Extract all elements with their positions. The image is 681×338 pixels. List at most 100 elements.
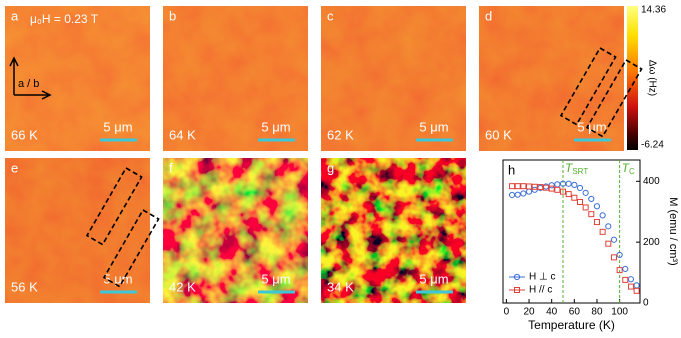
legend-marker xyxy=(513,273,521,281)
panel-letter: g xyxy=(327,160,334,175)
marker xyxy=(520,183,527,190)
marker xyxy=(576,184,584,192)
marker xyxy=(537,184,544,191)
x-axis-label: Temperature (K) xyxy=(528,318,615,332)
panel-temperature: 34 K xyxy=(327,279,354,294)
marker xyxy=(514,183,521,190)
marker xyxy=(526,183,533,190)
marker xyxy=(610,236,618,243)
axis-arrows xyxy=(9,56,52,100)
scale-bar-label: 5 μm xyxy=(261,271,290,286)
x-tick-label: 100 xyxy=(611,307,628,318)
panel-letter: f xyxy=(169,160,173,175)
panel-texture xyxy=(5,6,150,151)
transition-symbol: T xyxy=(565,161,574,175)
field-label: μ₀H = 0.23 T xyxy=(30,12,99,26)
transition-subscript: SRT xyxy=(572,167,588,176)
image-panels: a 66 K 5 μm b 64 K 5 μm c 62 K 5 μm d 60 K 5 μm e 56 … xyxy=(5,6,624,303)
panel-texture xyxy=(5,158,150,303)
legend-marker xyxy=(514,287,520,293)
x-tick-label: 40 xyxy=(546,307,558,318)
y-tick-label: 0 xyxy=(643,298,649,309)
marker xyxy=(531,183,538,190)
colorbar-label: Δω (Hz) xyxy=(646,60,657,96)
panel-letter: e xyxy=(11,160,18,175)
panel-temperature: 56 K xyxy=(11,279,38,294)
marker xyxy=(582,204,589,211)
panel-letter: b xyxy=(169,8,176,23)
marker xyxy=(627,283,634,290)
panel-texture xyxy=(163,6,308,151)
marker xyxy=(565,180,572,187)
marker xyxy=(593,203,601,210)
marker xyxy=(571,181,578,189)
marker xyxy=(616,267,623,274)
marker xyxy=(605,240,612,247)
colorbar-max: 14.36 xyxy=(641,5,666,16)
y-tick-label: 400 xyxy=(643,176,660,187)
marker xyxy=(633,287,640,294)
marker xyxy=(588,211,595,218)
panel-texture xyxy=(163,158,308,303)
dashed-boxes xyxy=(85,46,643,288)
scale-bar-label: 5 μm xyxy=(261,119,290,134)
panel-temperature: 60 K xyxy=(485,127,512,142)
magnetization-chart: h 0 20 40 60 80 100 0 200 400 Temperature (K) M (em… xyxy=(502,159,679,332)
panel-letter: h xyxy=(508,162,515,177)
panel-letter: d xyxy=(485,8,492,23)
transition-label: TSRT xyxy=(565,161,588,176)
marker xyxy=(582,189,589,196)
marker xyxy=(610,254,617,261)
marker xyxy=(622,276,629,283)
marker xyxy=(605,223,612,230)
marker xyxy=(560,188,567,195)
colorbar-min: -6.24 xyxy=(641,140,664,151)
transition-subscript: C xyxy=(629,167,635,176)
marker xyxy=(627,276,635,283)
transition-symbol: T xyxy=(622,161,631,175)
legend-label: H // c xyxy=(529,285,552,296)
panel-temperature: 62 K xyxy=(327,127,354,142)
axis-label: a / b xyxy=(18,78,39,90)
y-tick-label: 200 xyxy=(643,237,660,248)
panel-temperature: 42 K xyxy=(169,279,196,294)
scale-bar-label: 5 μm xyxy=(577,119,606,134)
y-axis-label: M (emu / cm³) xyxy=(667,197,679,265)
x-tick-label: 0 xyxy=(504,307,510,318)
x-tick-label: 60 xyxy=(569,307,581,318)
marker xyxy=(565,191,572,198)
colorbar xyxy=(627,6,638,150)
marker xyxy=(520,190,527,197)
x-tick-label: 20 xyxy=(523,307,535,318)
x-tick-label: 80 xyxy=(591,307,603,318)
marker xyxy=(548,185,555,192)
marker xyxy=(514,191,521,198)
marker xyxy=(576,198,583,205)
marker xyxy=(622,265,629,273)
marker xyxy=(543,184,550,191)
panel-letter: c xyxy=(327,8,334,23)
panel-letter: a xyxy=(11,8,19,23)
panel-texture xyxy=(321,158,466,303)
transition-label: TC xyxy=(622,161,635,176)
marker xyxy=(548,182,555,189)
marker xyxy=(554,186,561,193)
panel-texture xyxy=(479,6,624,151)
scale-bar-label: 5 μm xyxy=(103,119,132,134)
legend-label: H ⊥ c xyxy=(529,272,556,283)
marker xyxy=(599,212,606,219)
marker xyxy=(571,194,578,201)
scale-bar-label: 5 μm xyxy=(419,271,448,286)
scale-bar-label: 5 μm xyxy=(103,271,132,286)
panel-temperature: 66 K xyxy=(11,127,38,142)
marker xyxy=(593,219,600,226)
marker xyxy=(531,186,538,193)
panel-temperature: 64 K xyxy=(169,127,196,142)
marker xyxy=(599,228,606,235)
marker xyxy=(588,195,595,203)
panel-texture xyxy=(321,6,466,151)
scale-bar-label: 5 μm xyxy=(419,119,448,134)
marker xyxy=(509,183,516,190)
marker xyxy=(616,251,623,259)
